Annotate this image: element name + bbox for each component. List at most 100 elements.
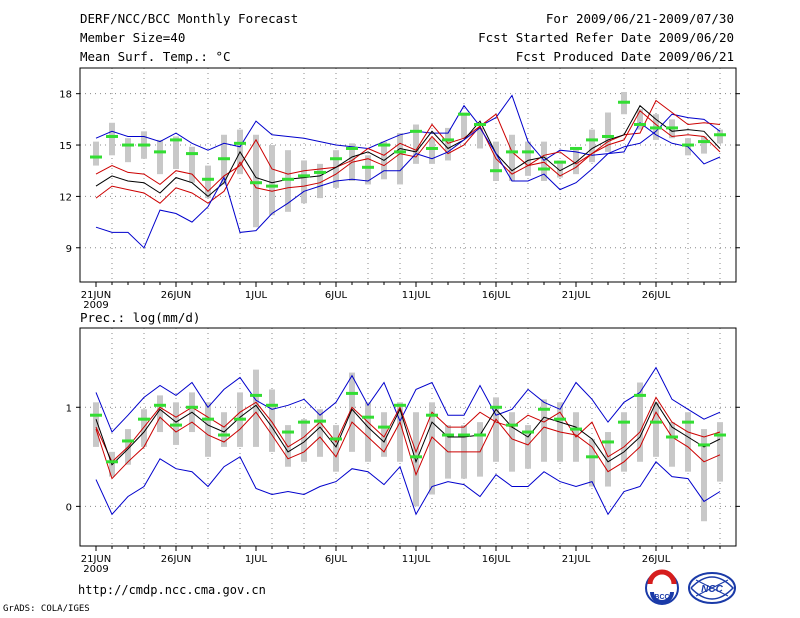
bcc-logo-text: BCC (654, 594, 669, 601)
spread-bar (573, 148, 579, 175)
x-tick-label: 21JUL (562, 554, 591, 565)
spread-bar (557, 160, 563, 178)
spread-bar (637, 382, 643, 462)
series-ensemble-min (95, 456, 721, 516)
spread-bar (413, 124, 419, 164)
spread-bar (541, 141, 547, 181)
spread-bar (93, 402, 99, 447)
spread-bar (717, 129, 723, 144)
spread-bar (221, 412, 227, 447)
spread-bar (701, 136, 707, 154)
spread-bar (541, 399, 547, 462)
series-upper-spread (95, 396, 721, 463)
x-tick-label: 26JUN (161, 554, 191, 565)
spread-bar (173, 136, 179, 170)
series-ensemble-min (95, 122, 721, 249)
x-tick-label: 21JUL (562, 290, 591, 301)
y-tick-label: 0 (66, 502, 72, 513)
spread-bar (269, 145, 275, 216)
spread-bar (205, 165, 211, 199)
spread-bar (509, 134, 515, 181)
spread-bar (381, 412, 387, 457)
x-year-label: 2009 (83, 300, 108, 311)
ncc-logo-text: NCC (701, 584, 723, 595)
x-tick-label: 21JUN (81, 554, 111, 565)
series-ensemble-max (95, 366, 721, 433)
y-tick-label: 1 (66, 403, 72, 414)
x-tick-label: 6JUL (325, 554, 348, 565)
x-tick-label: 1JUL (245, 554, 268, 565)
spread-bar (333, 425, 339, 472)
variable-label-temp: Mean Surf. Temp.: °C (80, 49, 231, 64)
spread-bar (477, 422, 483, 477)
series-ensemble-mean (95, 104, 721, 198)
y-tick-label: 18 (59, 90, 72, 101)
spread-bar (397, 133, 403, 185)
series-lower-spread (95, 110, 721, 204)
spread-bar (653, 402, 659, 457)
x-tick-label: 6JUL (325, 290, 348, 301)
spread-bar (605, 112, 611, 152)
member-size: Member Size=40 (80, 30, 186, 45)
spread-bar (365, 402, 371, 462)
spread-bar (525, 425, 531, 469)
spread-bar (125, 138, 131, 163)
chart-title: DERF/NCC/BCC Monthly Forecast (80, 11, 299, 26)
spread-bar (93, 141, 99, 166)
forecast-period: For 2009/06/21-2009/07/30 (545, 11, 734, 26)
spread-bar (717, 422, 723, 482)
spread-bar (317, 409, 323, 457)
spread-bar (253, 369, 259, 447)
x-tick-label: 26JUN (161, 290, 191, 301)
spread-bar (509, 412, 515, 472)
spread-bar (285, 425, 291, 467)
variable-label-precip: Prec.: log(mm/d) (80, 310, 201, 325)
spread-bar (333, 150, 339, 188)
spread-bar (445, 127, 451, 161)
spread-bar (269, 389, 275, 452)
spread-bar (429, 138, 435, 164)
spread-bar (317, 163, 323, 199)
spread-bar (157, 139, 163, 175)
spread-bar (589, 438, 595, 487)
x-tick-label: 16JUL (482, 554, 511, 565)
y-tick-label: 12 (59, 192, 72, 203)
y-tick-label: 15 (59, 141, 72, 152)
spread-bar (637, 109, 643, 130)
x-tick-label: 1JUL (245, 290, 268, 301)
y-tick-label: 9 (66, 244, 72, 255)
spread-bar (189, 146, 195, 183)
spread-bar (493, 397, 499, 462)
spread-bar (477, 127, 483, 149)
ncc-logo: NCC (688, 572, 736, 604)
spread-bar (605, 432, 611, 487)
spread-bar (301, 160, 307, 204)
spread-bar (157, 395, 163, 433)
spread-bar (461, 112, 467, 139)
website-url[interactable]: http://cmdp.ncc.cma.gov.cn (78, 583, 266, 597)
x-tick-label: 21JUN (81, 290, 111, 301)
spread-bar (493, 141, 499, 181)
logos: BCC NCC (645, 569, 736, 605)
spread-bar (621, 412, 627, 472)
spread-bar (109, 122, 115, 156)
spread-bar (397, 402, 403, 462)
spread-bar (205, 402, 211, 457)
plot-frame (79, 67, 737, 283)
bcc-logo: BCC (645, 569, 679, 605)
series-lower-spread (95, 411, 721, 480)
chart-precipitation: 0 1 21JUN 26JUN 1JUL 6JUL 11JUL 16JUL 21JUL 26JUL… (66, 327, 740, 575)
x-tick-label: 11JUL (402, 554, 431, 565)
spread-bar (285, 150, 291, 212)
forecast-start-date: Fcst Started Refer Date 2009/06/20 (478, 30, 734, 45)
spread-bar (429, 402, 435, 495)
x-year-label: 2009 (83, 564, 108, 575)
x-tick-label: 26JUL (642, 290, 671, 301)
spread-bar (685, 412, 691, 472)
plot-frame (79, 327, 737, 547)
spread-bar (365, 155, 371, 185)
series-upper-spread (95, 99, 721, 193)
spread-bar (301, 419, 307, 462)
spread-bar (525, 141, 531, 176)
